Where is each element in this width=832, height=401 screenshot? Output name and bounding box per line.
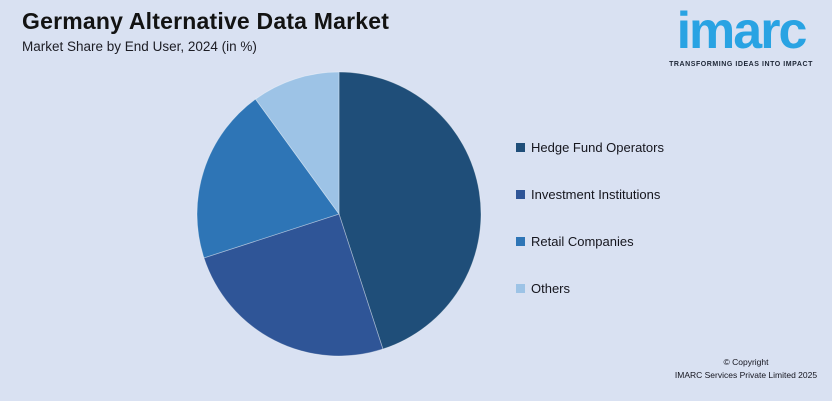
legend-item-investment-institutions: Investment Institutions: [516, 186, 664, 202]
copyright-notice: © Copyright IMARC Services Private Limit…: [656, 356, 832, 382]
imarc-logo-tagline: TRANSFORMING IDEAS INTO IMPACT: [669, 61, 813, 68]
pie-chart: [196, 71, 482, 357]
legend-swatch-icon: [516, 142, 525, 152]
copyright-line1: © Copyright: [723, 357, 769, 367]
legend-item-hedge-fund-operators: Hedge Fund Operators: [516, 139, 664, 155]
pie-slice-retail-companies: [196, 98, 340, 259]
copyright-line2: IMARC Services Private Limited 2025: [674, 370, 818, 381]
pie-slice-others: [254, 71, 340, 216]
page-subtitle: Market Share by End User, 2024 (in %): [22, 39, 257, 54]
pie-slice-hedge-fund-operators: [338, 71, 482, 350]
chart-legend: Hedge Fund Operators Investment Institut…: [516, 140, 664, 328]
legend-label: Investment Institutions: [531, 186, 661, 202]
legend-swatch-icon: [516, 189, 525, 199]
legend-swatch-icon: [516, 283, 525, 293]
imarc-logo-wordmark: imarc: [676, 2, 808, 60]
legend-label: Hedge Fund Operators: [531, 139, 664, 155]
pie-slice-investment-institutions: [203, 213, 384, 357]
legend-item-others: Others: [516, 280, 664, 296]
pie-chart-svg: [196, 71, 482, 357]
imarc-logo: imarc TRANSFORMING IDEAS INTO IMPACT: [656, 4, 826, 68]
legend-item-retail-companies: Retail Companies: [516, 233, 664, 249]
page-title: Germany Alternative Data Market: [22, 8, 390, 34]
legend-label: Others: [531, 280, 571, 296]
legend-swatch-icon: [516, 236, 525, 246]
legend-label: Retail Companies: [531, 233, 634, 249]
